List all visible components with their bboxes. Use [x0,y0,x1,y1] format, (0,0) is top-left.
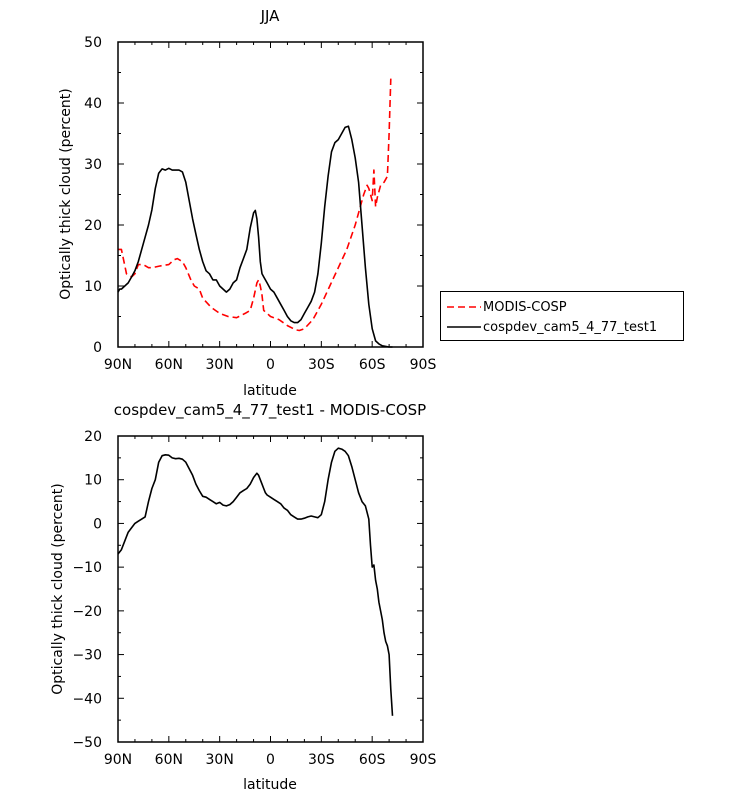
x-tick-label: 60N [155,357,183,373]
axis-ticks: 90N 60N 30N 0 30S 60S 90S −50 −40 −30 −20 −10 0 10 20 [72,429,436,768]
legend-swatch-dashed-red [447,306,481,308]
y-tick-label: 0 [93,340,102,356]
legend-swatch-solid-black [447,326,481,328]
legend: MODIS-COSP cospdev_cam5_4_77_test1 [440,291,684,341]
y-tick-label: −20 [72,604,102,620]
x-tick-label: 0 [266,752,275,768]
y-axis-label: Optically thick cloud (percent) [58,88,74,300]
x-tick-label: 30N [206,752,234,768]
x-tick-label: 60S [359,357,386,373]
x-tick-label: 90N [104,752,132,768]
series-line-modis-cosp [118,78,392,332]
x-tick-label: 90S [410,357,437,373]
y-tick-label: 10 [84,473,102,489]
y-tick-label: −30 [72,648,102,664]
y-tick-label: 20 [84,218,102,234]
bottom-chart: cospdev_cam5_4_77_test1 - MODIS-COSP lat… [50,401,436,793]
series-line-cospdev [117,447,394,716]
series-group [117,447,394,716]
axis-ticks: 90N 60N 30N 0 30S 60S 90S 0 10 20 30 40 50 [84,35,436,373]
series-line-cospdev [117,125,393,348]
y-tick-label: 50 [84,35,102,51]
plot-frame [117,435,424,743]
x-axis-label: latitude [243,383,297,399]
y-tick-label: −10 [72,560,102,576]
y-axis-label: Optically thick cloud (percent) [50,483,66,695]
series-group [117,78,393,348]
y-tick-label: 40 [84,96,102,112]
plot-frame [117,41,424,348]
x-tick-label: 60S [359,752,386,768]
x-tick-label: 90S [410,752,437,768]
y-tick-label: −50 [72,735,102,751]
legend-label: MODIS-COSP [483,299,567,315]
y-tick-label: 10 [84,279,102,295]
x-tick-label: 60N [155,752,183,768]
x-tick-label: 30S [308,752,335,768]
top-chart: JJA latitude Optically thick cloud (perc… [58,7,436,399]
y-tick-label: 0 [93,516,102,532]
y-tick-label: 30 [84,157,102,173]
x-tick-label: 30S [308,357,335,373]
legend-label: cospdev_cam5_4_77_test1 [483,319,658,335]
y-tick-label: −40 [72,691,102,707]
chart-title: JJA [260,7,281,25]
x-axis-label: latitude [243,777,297,793]
legend-item-modis: MODIS-COSP [441,298,567,316]
chart-title: cospdev_cam5_4_77_test1 - MODIS-COSP [114,401,426,420]
x-tick-label: 30N [206,357,234,373]
legend-item-cospdev: cospdev_cam5_4_77_test1 [441,318,657,336]
x-tick-label: 90N [104,357,132,373]
x-tick-label: 0 [266,357,275,373]
y-tick-label: 20 [84,429,102,445]
